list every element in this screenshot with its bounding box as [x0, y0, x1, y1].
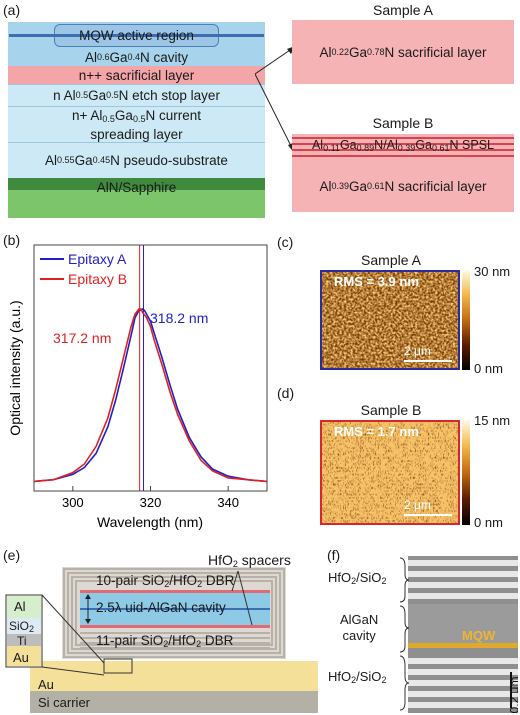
- tem-mid-label: AlGaN cavity: [340, 612, 379, 643]
- afm-image-b: RMS = 1.7 nm 2 μm: [320, 420, 460, 525]
- layer-current-spreading: n+ Al0.5Ga0.5N current spreading layer: [8, 106, 265, 142]
- colorbar-a: [462, 270, 470, 370]
- afm-b-title: Sample B: [360, 402, 422, 418]
- x-tick-label-340: 340: [217, 495, 239, 510]
- tem-stripe: [408, 593, 518, 599]
- hfo2-spacer-bottom: [80, 625, 270, 628]
- series-line-0: [33, 308, 268, 483]
- panel-label-b: (b): [3, 232, 21, 248]
- si-carrier-label: Si carrier: [38, 695, 91, 710]
- colorbar-a-max: 30 nm: [474, 264, 511, 279]
- tem-stripe: [408, 560, 518, 566]
- afm-image-a: RMS = 3.9 nm 2 μm: [320, 270, 460, 370]
- sample-b-title: Sample B: [372, 115, 434, 131]
- tem-scalebar-label: 0.2 μm: [507, 676, 518, 713]
- afm-a-rms: RMS = 3.9 nm: [334, 274, 419, 289]
- tem-braces: [399, 557, 410, 711]
- layer-cavity: Al 0.6 Ga 0.4 N cavity: [8, 48, 265, 66]
- afm-b-scalebar: [404, 514, 452, 516]
- sample-b-layer: Al 0.39 Ga 0.61 N sacrificial layer: [292, 160, 514, 212]
- mqw-box: MQW active region: [9, 24, 264, 47]
- tem-top-label: HfO2/SiO2: [328, 570, 387, 586]
- sample-a-layer: Al 0.22 Ga 0.78 N sacrificial layer: [292, 20, 514, 84]
- sample-b-spsl: Al0.11Ga0.89N/Al0.39Ga0.61N SPSL: [292, 134, 514, 160]
- afm-a-scalebar-label: 2 μm: [404, 344, 431, 358]
- top-dbr-label: 10-pair SiO2/HfO2 DBR: [96, 573, 235, 589]
- panel-label-c: (c): [277, 234, 294, 250]
- tem-stripe: [408, 571, 518, 577]
- au-layer: [30, 661, 318, 691]
- hfo2-spacers-label: HfO2 spacers: [208, 552, 291, 569]
- series-line-1: [33, 308, 268, 483]
- layer-etch-stop: n Al 0.5 Ga 0.5 N etch stop layer: [8, 84, 265, 106]
- mqw-label: MQW: [462, 628, 496, 643]
- colorbar-b-max: 15 nm: [474, 413, 511, 428]
- tem-stripe: [408, 582, 518, 588]
- tem-bot-label: HfO2/SiO2: [328, 669, 387, 685]
- bottom-dbr-label: 11-pair SiO2/HfO2 DBR: [96, 633, 234, 649]
- panel-label-e: (e): [3, 547, 21, 563]
- afm-b-rms: RMS = 1.7 nm: [334, 424, 419, 439]
- colorbar-b: [462, 420, 470, 525]
- peak-label-a: 318.2 nm: [150, 310, 208, 326]
- plot-frame: [33, 244, 268, 492]
- layer-mqw: MQW active region: [8, 22, 265, 48]
- afm-a-scalebar: [404, 360, 452, 362]
- x-tick-label-320: 320: [140, 495, 162, 510]
- legend-label-a: Epitaxy A: [68, 251, 127, 267]
- mqw-line: [9, 34, 264, 37]
- pl-spectrum-chart: 300 320 340 Wavelength (nm) Optical intens…: [7, 244, 268, 530]
- inset-marker: [103, 658, 133, 674]
- si-carrier: [30, 691, 318, 713]
- tem-stripe: [408, 691, 518, 697]
- panel-label-f: (f): [327, 547, 341, 563]
- cavity-label: 2.5λ uid-AlGaN cavity: [96, 600, 226, 615]
- tem-stripe: [408, 702, 518, 708]
- layer-mqw-label: MQW active region: [79, 28, 194, 43]
- inset-sio2: SiO2: [9, 619, 35, 634]
- colorbar-b-min: 0 nm: [474, 515, 503, 530]
- layer-sacrificial: n++ sacrificial layer: [8, 66, 265, 84]
- panel-label-d: (d): [277, 385, 295, 401]
- colorbar-a-min: 0 nm: [474, 361, 503, 376]
- tem-image: MQW 0.2 μm: [408, 556, 518, 713]
- tem-scalebar: [510, 672, 512, 708]
- inset-au: Au: [13, 650, 29, 665]
- layer-sapphire: AlN/Sapphire: [8, 180, 265, 218]
- tem-stripe: [408, 658, 518, 664]
- panel-label-a: (a): [3, 2, 21, 18]
- x-axis-label: Wavelength (nm): [97, 514, 203, 530]
- afm-a-title: Sample A: [361, 252, 421, 268]
- afm-b-scalebar-label: 2 μm: [404, 498, 431, 512]
- y-axis-label: Optical intensity (a.u.): [7, 300, 23, 435]
- hfo2-spacer-top: [80, 590, 270, 593]
- mqw-band: [408, 643, 518, 648]
- sample-a-title: Sample A: [373, 2, 433, 18]
- tem-stripe: [408, 669, 518, 675]
- au-label: Au: [38, 677, 54, 692]
- legend-label-b: Epitaxy B: [68, 271, 127, 287]
- peak-label-b: 317.2 nm: [53, 330, 111, 346]
- inset-ti: Ti: [17, 634, 27, 648]
- tem-stripe: [408, 680, 518, 686]
- layer-aln: [8, 178, 265, 190]
- x-tick-label-300: 300: [62, 495, 84, 510]
- device-schematic: [5, 567, 318, 713]
- inset-al: Al: [14, 599, 26, 614]
- layer-pseudo-substrate: Al 0.55 Ga 0.45 N pseudo-substrate: [8, 142, 265, 178]
